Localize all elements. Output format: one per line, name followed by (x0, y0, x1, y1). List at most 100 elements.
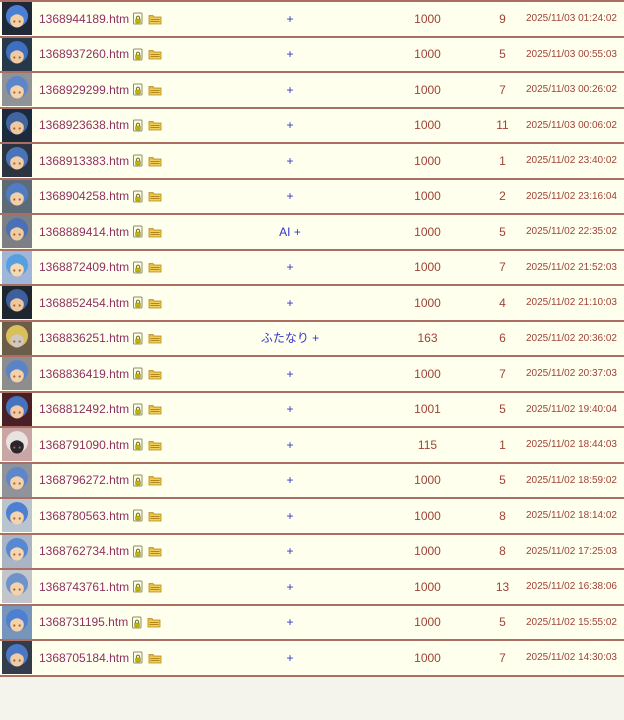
memo-lock-icon[interactable] (133, 190, 144, 203)
folder-icon[interactable] (148, 545, 162, 557)
thumbnail-link[interactable] (2, 428, 32, 462)
tag-link[interactable]: + (286, 260, 294, 275)
tag-link[interactable]: + (286, 615, 294, 630)
thumbnail-link[interactable] (2, 37, 32, 71)
tag-link[interactable]: + (286, 650, 294, 665)
file-link[interactable]: 1368836251.htm (39, 331, 130, 346)
memo-lock-icon[interactable] (132, 616, 143, 629)
file-link[interactable]: 1368705184.htm (39, 650, 130, 665)
folder-icon[interactable] (148, 368, 162, 380)
memo-lock-icon[interactable] (133, 509, 144, 522)
folder-icon[interactable] (148, 297, 162, 309)
thumbnail-link[interactable] (2, 250, 32, 284)
folder-icon[interactable] (148, 474, 162, 486)
file-row: 1368904258.htm + 1000 2 20 (0, 179, 624, 215)
memo-lock-icon[interactable] (133, 403, 144, 416)
folder-icon[interactable] (147, 616, 161, 628)
memo-lock-icon[interactable] (133, 119, 144, 132)
tag-link[interactable]: + (286, 579, 294, 594)
thumbnail-link[interactable] (2, 570, 32, 604)
tag-link[interactable]: + (286, 402, 294, 417)
file-link[interactable]: 1368913383.htm (39, 153, 130, 168)
thumbnail-link[interactable] (2, 179, 32, 213)
tag-link[interactable]: + (286, 366, 294, 381)
tag-link[interactable]: + (286, 295, 294, 310)
folder-icon[interactable] (148, 13, 162, 25)
tag-link[interactable]: ふたなり + (260, 331, 320, 346)
memo-lock-icon[interactable] (133, 651, 144, 664)
file-link[interactable]: 1368852454.htm (39, 295, 130, 310)
folder-icon[interactable] (148, 332, 162, 344)
file-link[interactable]: 1368889414.htm (39, 224, 130, 239)
folder-icon[interactable] (148, 119, 162, 131)
memo-lock-icon[interactable] (133, 580, 144, 593)
file-link[interactable]: 1368743761.htm (39, 579, 130, 594)
thumbnail-link[interactable] (2, 215, 32, 249)
tag-link[interactable]: + (286, 189, 294, 204)
count-secondary: 7 (499, 366, 506, 381)
file-link[interactable]: 1368944189.htm (39, 11, 130, 26)
folder-icon[interactable] (148, 403, 162, 415)
file-link[interactable]: 1368904258.htm (39, 189, 130, 204)
thumbnail-link[interactable] (2, 463, 32, 497)
file-link[interactable]: 1368929299.htm (39, 82, 130, 97)
thumbnail-link[interactable] (2, 2, 32, 36)
tag-link[interactable]: + (286, 437, 294, 452)
folder-icon[interactable] (148, 190, 162, 202)
folder-icon[interactable] (148, 261, 162, 273)
memo-lock-icon[interactable] (133, 261, 144, 274)
file-link[interactable]: 1368762734.htm (39, 544, 130, 559)
thumbnail-link[interactable] (2, 605, 32, 639)
memo-lock-icon[interactable] (133, 48, 144, 61)
memo-lock-icon[interactable] (133, 367, 144, 380)
thumbnail-link[interactable] (2, 499, 32, 533)
tag-link[interactable]: + (286, 118, 294, 133)
thumbnail-link[interactable] (2, 73, 32, 107)
thumbnail-link[interactable] (2, 534, 32, 568)
tag-link[interactable]: + (286, 82, 294, 97)
file-link[interactable]: 1368812492.htm (39, 402, 130, 417)
tag-link[interactable]: + (286, 11, 294, 26)
file-link[interactable]: 1368796272.htm (39, 473, 130, 488)
tag-link[interactable]: + (286, 508, 294, 523)
folder-icon[interactable] (148, 155, 162, 167)
tag-link[interactable]: + (286, 544, 294, 559)
memo-lock-icon[interactable] (133, 12, 144, 25)
folder-icon[interactable] (148, 226, 162, 238)
file-link[interactable]: 1368791090.htm (39, 437, 130, 452)
memo-lock-icon[interactable] (133, 545, 144, 558)
file-link[interactable]: 1368836419.htm (39, 366, 130, 381)
file-link[interactable]: 1368923638.htm (39, 118, 130, 133)
memo-lock-icon[interactable] (133, 83, 144, 96)
file-link[interactable]: 1368780563.htm (39, 508, 130, 523)
memo-lock-icon[interactable] (133, 154, 144, 167)
folder-icon[interactable] (148, 510, 162, 522)
folder-icon[interactable] (148, 84, 162, 96)
avatar-thumbnail-image (2, 570, 32, 604)
folder-icon[interactable] (148, 652, 162, 664)
thumbnail-link[interactable] (2, 286, 32, 320)
count-secondary: 5 (499, 473, 506, 488)
thumbnail-link[interactable] (2, 357, 32, 391)
file-link[interactable]: 1368937260.htm (39, 47, 130, 62)
memo-lock-icon[interactable] (133, 225, 144, 238)
tag-link[interactable]: + (286, 153, 294, 168)
memo-lock-icon[interactable] (133, 296, 144, 309)
memo-lock-icon[interactable] (133, 474, 144, 487)
tag-link[interactable]: + (286, 47, 294, 62)
folder-icon[interactable] (148, 48, 162, 60)
thumbnail-link[interactable] (2, 392, 32, 426)
thumbnail-link[interactable] (2, 144, 32, 178)
memo-lock-icon[interactable] (133, 332, 144, 345)
file-link[interactable]: 1368731195.htm (39, 615, 129, 630)
folder-icon[interactable] (148, 439, 162, 451)
file-link[interactable]: 1368872409.htm (39, 260, 130, 275)
memo-lock-icon[interactable] (133, 438, 144, 451)
folder-icon[interactable] (148, 581, 162, 593)
timestamp-text: 2025/11/02 21:10:03 (525, 297, 617, 309)
tag-link[interactable]: + (286, 473, 294, 488)
thumbnail-link[interactable] (2, 641, 32, 675)
tag-link[interactable]: AI + (279, 224, 301, 239)
thumbnail-link[interactable] (2, 108, 32, 142)
thumbnail-link[interactable] (2, 321, 32, 355)
